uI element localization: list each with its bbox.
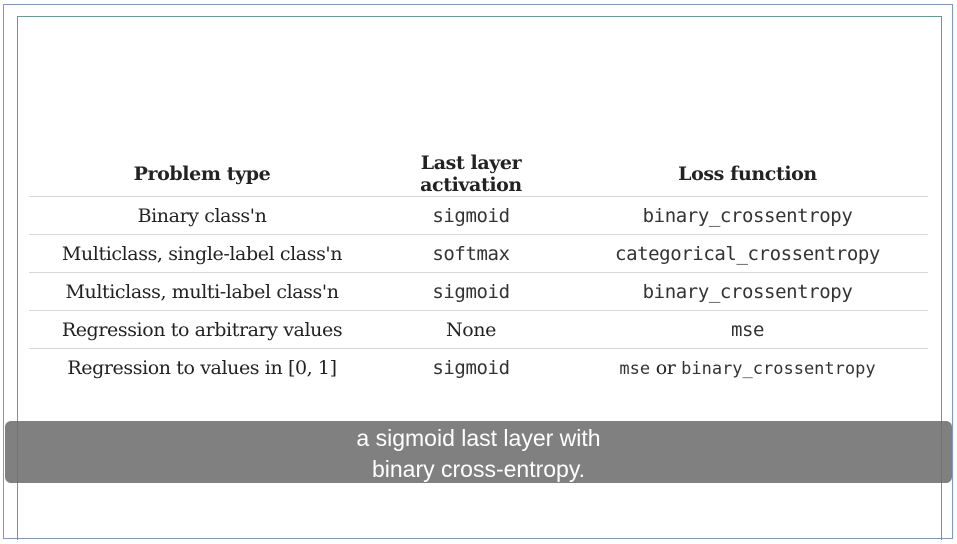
cell-activation: softmax [375, 234, 567, 273]
loss-option-binary-crossentropy: binary_crossentropy [681, 358, 876, 379]
cell-problem: Multiclass, single-label class'n [29, 234, 375, 273]
loss-activation-table: Problem type Last layer activation Loss … [29, 152, 928, 386]
cell-activation: sigmoid [432, 356, 510, 379]
cell-problem: Multiclass, multi-label class'n [29, 272, 375, 311]
cell-loss: mse [567, 310, 928, 349]
cell-loss: binary_crossentropy [567, 272, 928, 311]
cell-activation: None [375, 310, 567, 349]
header-problem-type: Problem type [29, 152, 375, 197]
loss-option-mse: mse [619, 358, 651, 379]
cell-problem: Binary class'n [29, 196, 375, 235]
table-row: Multiclass, single-label class'n softmax… [29, 234, 928, 273]
cell-activation: sigmoid [375, 272, 567, 311]
cell-loss: binary_crossentropy [567, 196, 928, 235]
table-row: Regression to values in [0, 1] sigmoid m… [29, 349, 928, 387]
cell-problem: Regression to values in [0, 1] [67, 356, 337, 379]
table-row: Multiclass, multi-label class'n sigmoid … [29, 272, 928, 311]
loss-or-text: or [655, 356, 676, 379]
table-header-row: Problem type Last layer activation Loss … [29, 152, 928, 197]
header-loss-function: Loss function [567, 152, 928, 197]
caption-line-2: binary cross-entropy. [371, 456, 586, 482]
subtitle-caption: a sigmoid last layer with binary cross-e… [5, 421, 952, 483]
cell-loss: categorical_crossentropy [567, 234, 928, 273]
cell-problem: Regression to arbitrary values [29, 310, 375, 349]
slide-inner-border [17, 16, 942, 540]
table-row: Binary class'n sigmoid binary_crossentro… [29, 196, 928, 235]
cell-activation: sigmoid [375, 196, 567, 235]
table-row: Regression to arbitrary values None mse [29, 310, 928, 349]
caption-line-1: a sigmoid last layer with [356, 425, 601, 451]
header-last-layer-activation: Last layer activation [375, 152, 567, 197]
slide-outer-border [3, 4, 953, 539]
cell-loss: mse or binary_crossentropy [567, 349, 928, 387]
